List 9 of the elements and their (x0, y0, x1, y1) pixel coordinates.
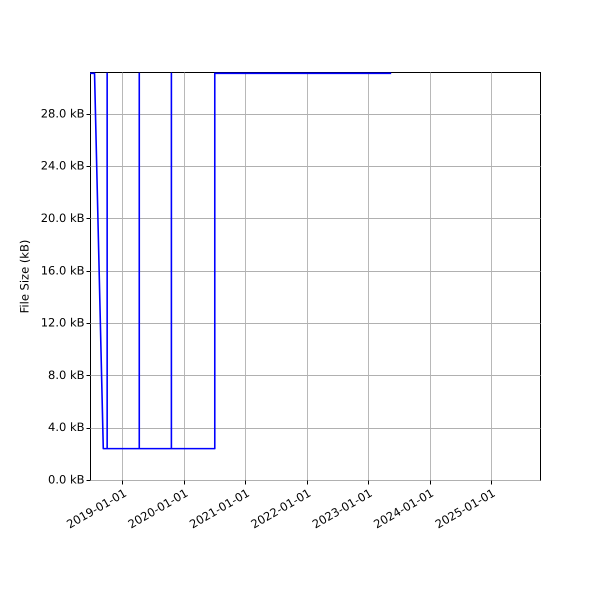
y-tick-label: 12.0 kB (40, 316, 85, 330)
y-axis-title: File Size (kB) (18, 240, 32, 314)
y-tick-label: 28.0 kB (40, 106, 85, 120)
y-tick-label: 16.0 kB (40, 263, 85, 278)
y-tick-label: 8.0 kB (48, 368, 85, 382)
y-tick-label: 4.0 kB (48, 420, 85, 434)
y-tick-label: 20.0 kB (40, 210, 85, 225)
y-tick-label: 24.0 kB (40, 158, 85, 173)
y-tick-label: 0.0 kB (48, 472, 85, 486)
